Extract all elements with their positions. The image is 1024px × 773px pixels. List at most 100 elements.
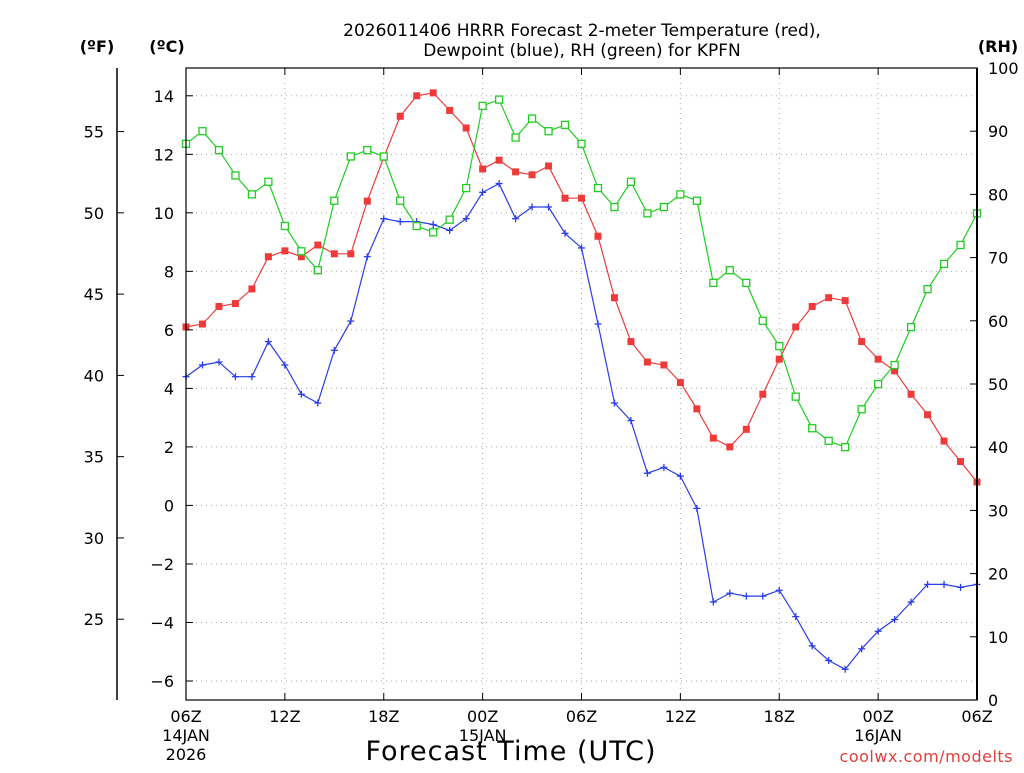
rh-point	[363, 146, 372, 155]
celsius-tick-label: 10	[154, 204, 174, 223]
temperature-point	[297, 253, 305, 261]
temperature-point	[660, 361, 668, 369]
x-tick-label: 06Z	[961, 707, 992, 726]
rh-point	[198, 127, 207, 136]
temperature-point	[561, 194, 569, 202]
dewpoint-point	[512, 215, 520, 223]
dewpoint-point	[610, 399, 618, 407]
dewpoint-point	[545, 203, 553, 211]
x-date-label: 15JAN	[459, 726, 507, 745]
temperature-point	[347, 250, 355, 258]
temperature-point	[841, 297, 849, 305]
temperature-point	[330, 250, 338, 258]
rh-point	[231, 171, 240, 180]
celsius-tick-label: −6	[150, 672, 174, 691]
dewpoint-point	[841, 665, 849, 673]
temperature-point	[858, 338, 866, 346]
dewpoint-point	[825, 657, 833, 664]
rh-tick-label: 10	[988, 628, 1008, 647]
celsius-tick-label: −4	[150, 613, 174, 632]
rh-point	[346, 152, 355, 161]
dewpoint-point	[264, 338, 272, 346]
dewpoint-point	[726, 589, 734, 597]
rh-point	[264, 177, 273, 186]
dewpoint-point	[627, 417, 635, 425]
dewpoint-point	[759, 592, 767, 600]
rh-tick-label: 20	[988, 565, 1008, 584]
rh-point	[478, 101, 487, 111]
rh-point	[626, 177, 636, 186]
temperature-point	[594, 232, 602, 240]
temperature-point	[198, 320, 206, 328]
x-tick-label: 12Z	[665, 707, 696, 726]
temperature-point	[215, 302, 223, 310]
x-tick-label: 06Z	[566, 707, 597, 726]
temperature-point	[231, 300, 239, 308]
temperature-point	[610, 294, 618, 302]
rh-point	[923, 285, 932, 294]
rh-point	[429, 228, 438, 237]
rh-point	[313, 266, 322, 275]
x-tick-label: 12Z	[269, 707, 300, 726]
temperature-point	[825, 294, 833, 302]
rh-point	[791, 392, 800, 401]
x-axis-title: Forecast Time (UTC)	[365, 736, 656, 767]
temperature-point	[429, 89, 437, 97]
rh-point	[494, 95, 504, 104]
temperature-point	[396, 112, 404, 120]
temperature-point	[479, 165, 487, 173]
chart-title-line2: Dewpoint (blue), RH (green) for KPFN	[423, 41, 740, 61]
rh-tick-label: 30	[988, 501, 1008, 520]
rh-point	[659, 202, 669, 212]
temperature-point	[924, 411, 932, 419]
dewpoint-point	[693, 504, 701, 512]
celsius-tick-label: 0	[164, 496, 174, 515]
rh-point	[841, 443, 850, 452]
fahrenheit-tick-label: 45	[84, 285, 104, 304]
rh-point	[412, 221, 421, 231]
temperature-point	[726, 443, 734, 451]
dewpoint-point	[957, 583, 965, 591]
dewpoint-point	[940, 580, 948, 588]
temperature-point	[891, 367, 899, 375]
rh-tick-label: 50	[988, 375, 1008, 394]
rh-point	[461, 183, 471, 193]
dewpoint-point	[891, 616, 899, 624]
temperature-point	[775, 355, 783, 363]
celsius-tick-label: −2	[150, 555, 174, 574]
dewpoint-point	[330, 346, 338, 354]
temperature-point	[676, 379, 684, 387]
fahrenheit-tick-label: 35	[84, 448, 104, 467]
rh-point	[939, 259, 949, 269]
celsius-tick-label: 8	[164, 262, 174, 281]
rh-tick-label: 60	[988, 312, 1008, 331]
rh-point	[709, 278, 718, 288]
fahrenheit-tick-label: 55	[84, 123, 104, 142]
dewpoint-point	[363, 253, 371, 261]
dewpoint-point	[775, 586, 783, 594]
dewpoint-point	[808, 642, 816, 650]
dewpoint-point	[198, 361, 206, 369]
rh-point	[577, 139, 586, 148]
temperature-point	[874, 355, 882, 363]
fahrenheit-tick-label: 25	[84, 610, 104, 629]
rh-point	[297, 247, 306, 256]
dewpoint-point	[495, 180, 503, 188]
temperature-point	[281, 247, 289, 255]
dewpoint-point	[281, 361, 289, 369]
celsius-axis-label: (ºC)	[149, 37, 184, 56]
temperature-point	[709, 434, 717, 442]
dewpoint-point	[446, 226, 454, 234]
rh-point	[643, 209, 652, 218]
temperature-point	[693, 405, 701, 413]
temperature-point	[627, 338, 635, 346]
temperature-point	[792, 323, 800, 331]
dewpoint-point	[907, 598, 915, 606]
series-layer	[181, 89, 982, 673]
rh-axis-label: (RH)	[978, 37, 1018, 56]
grid-layer	[186, 68, 977, 700]
temperature-point	[742, 425, 750, 433]
dewpoint-point	[660, 463, 668, 471]
